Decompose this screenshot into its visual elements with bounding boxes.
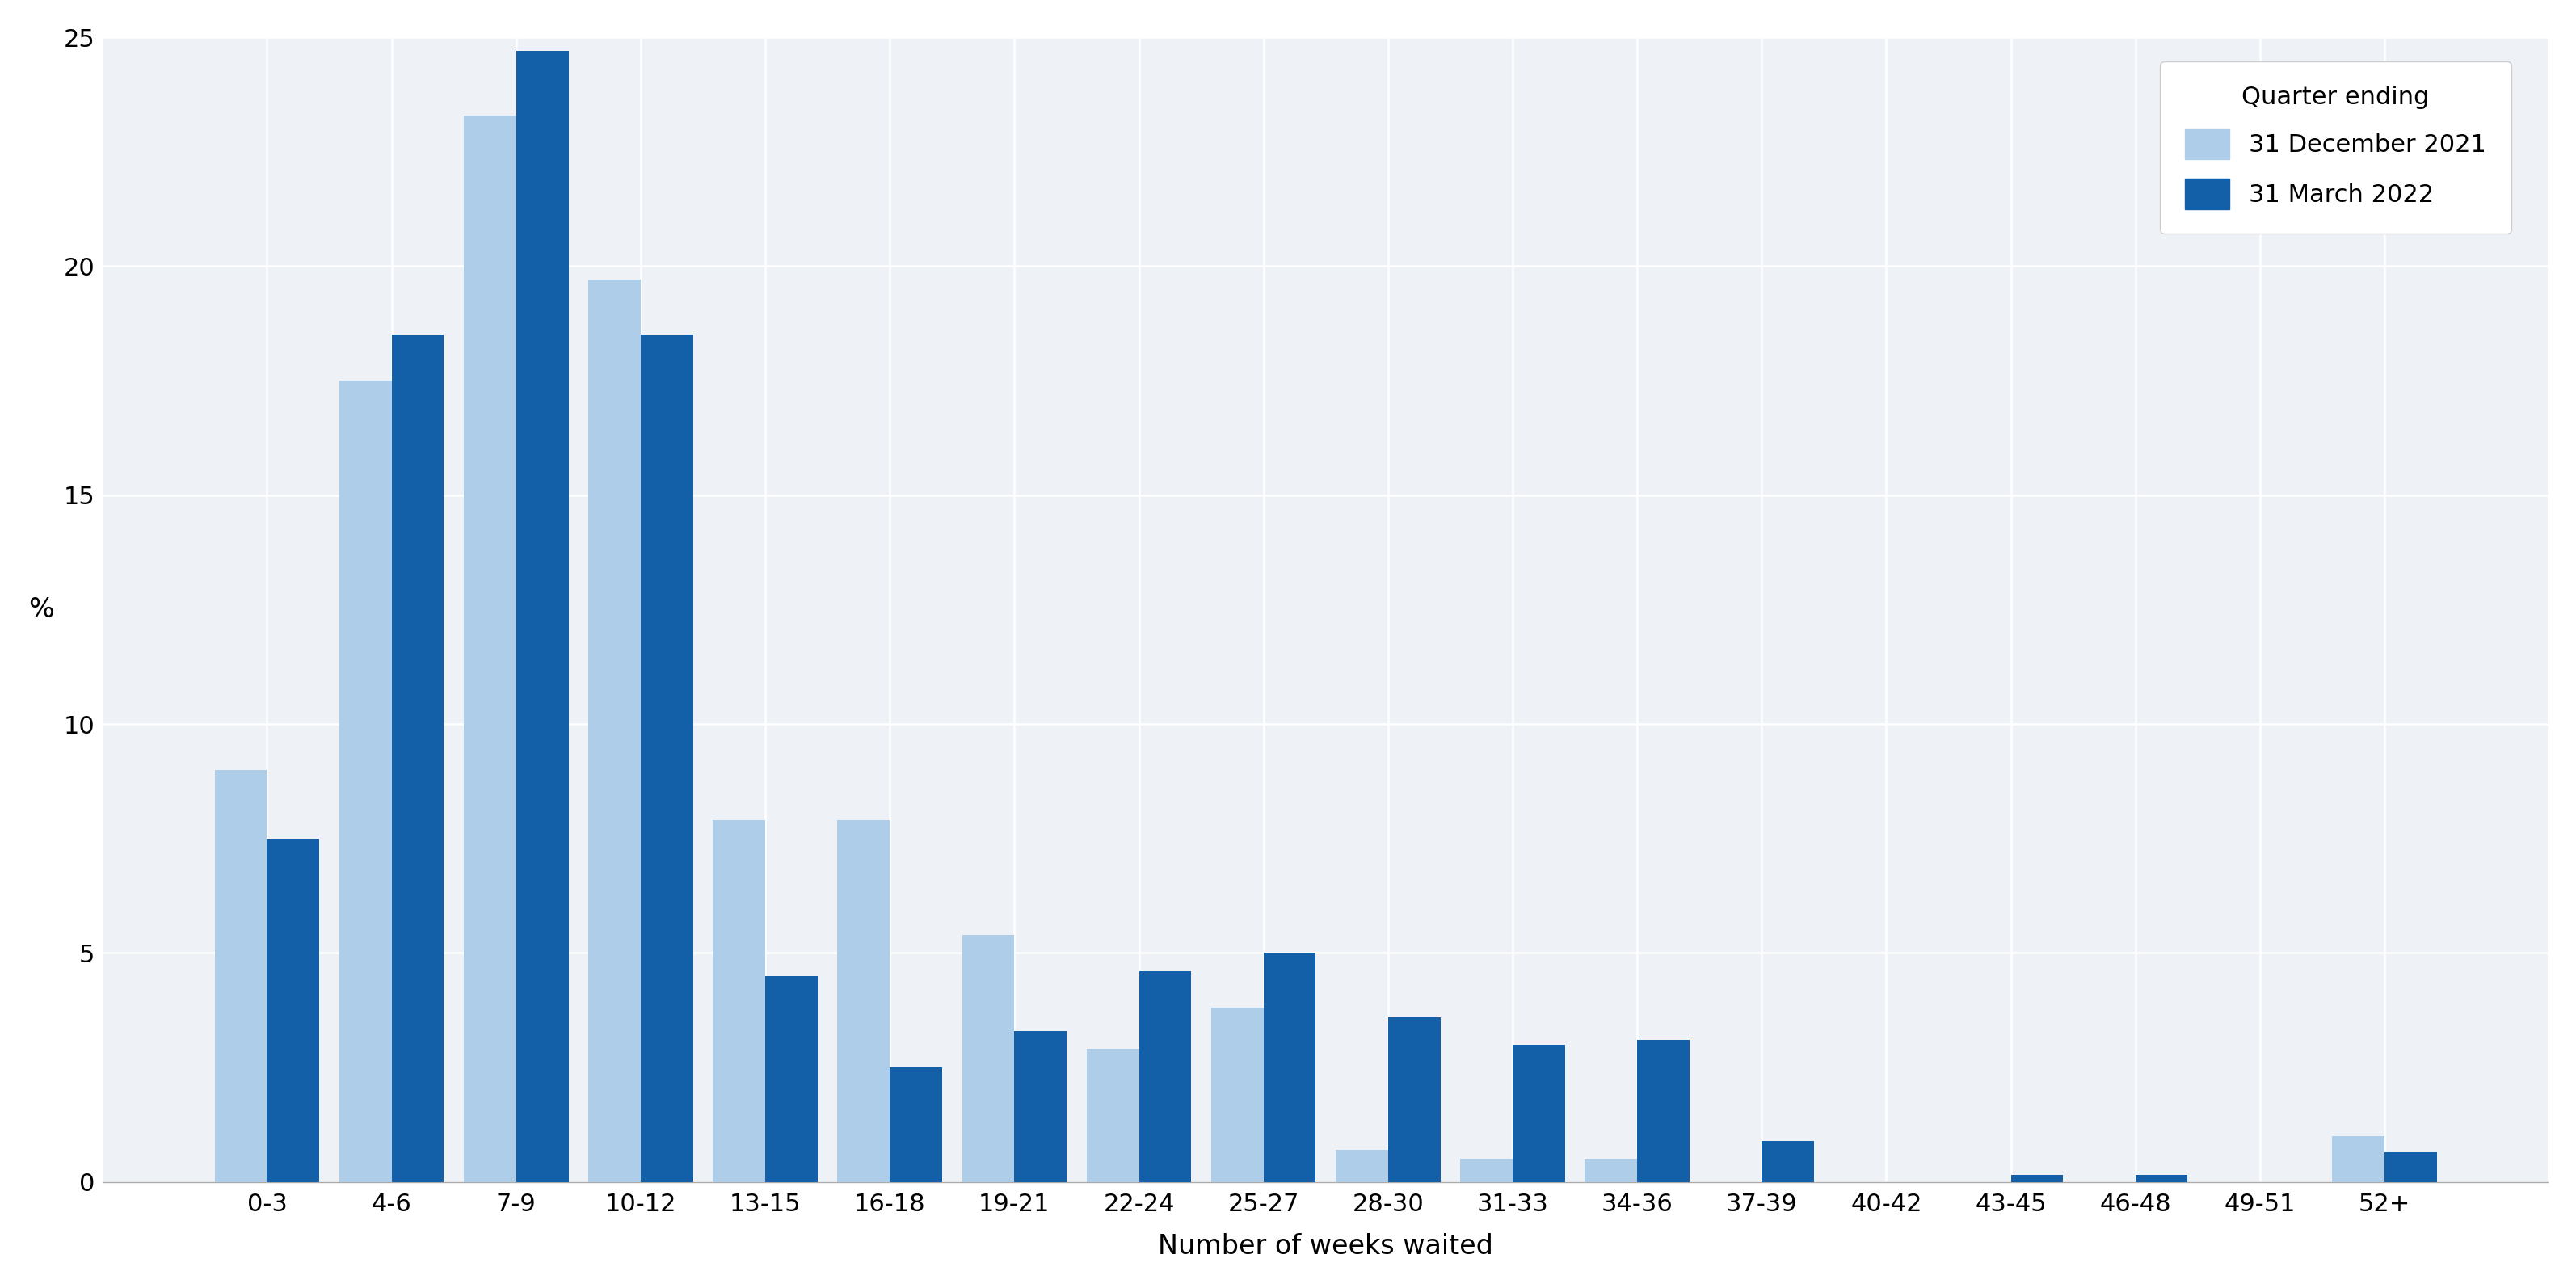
Bar <box>1211 1007 1262 1182</box>
Bar <box>587 279 641 1182</box>
Bar <box>1762 1141 1814 1182</box>
Bar <box>1139 971 1190 1182</box>
Bar <box>515 52 569 1182</box>
Bar <box>340 381 392 1182</box>
Bar <box>1262 953 1316 1182</box>
Bar <box>961 935 1015 1182</box>
Bar <box>2331 1136 2385 1182</box>
Bar <box>1638 1039 1690 1182</box>
Bar <box>714 820 765 1182</box>
Bar <box>464 115 515 1182</box>
X-axis label: Number of weeks waited: Number of weeks waited <box>1159 1234 1494 1260</box>
Bar <box>765 976 817 1182</box>
Bar <box>2385 1151 2437 1182</box>
Bar <box>1337 1150 1388 1182</box>
Bar <box>1015 1030 1066 1182</box>
Bar <box>2012 1175 2063 1182</box>
Bar <box>214 770 268 1182</box>
Bar <box>392 335 443 1182</box>
Bar <box>1584 1159 1638 1182</box>
Bar <box>641 335 693 1182</box>
Y-axis label: %: % <box>28 596 54 623</box>
Legend: 31 December 2021, 31 March 2022: 31 December 2021, 31 March 2022 <box>2161 61 2512 233</box>
Bar <box>1512 1045 1566 1182</box>
Bar <box>1461 1159 1512 1182</box>
Bar <box>268 838 319 1182</box>
Bar <box>1087 1048 1139 1182</box>
Bar <box>1388 1018 1440 1182</box>
Bar <box>837 820 889 1182</box>
Bar <box>2136 1175 2187 1182</box>
Bar <box>889 1068 943 1182</box>
